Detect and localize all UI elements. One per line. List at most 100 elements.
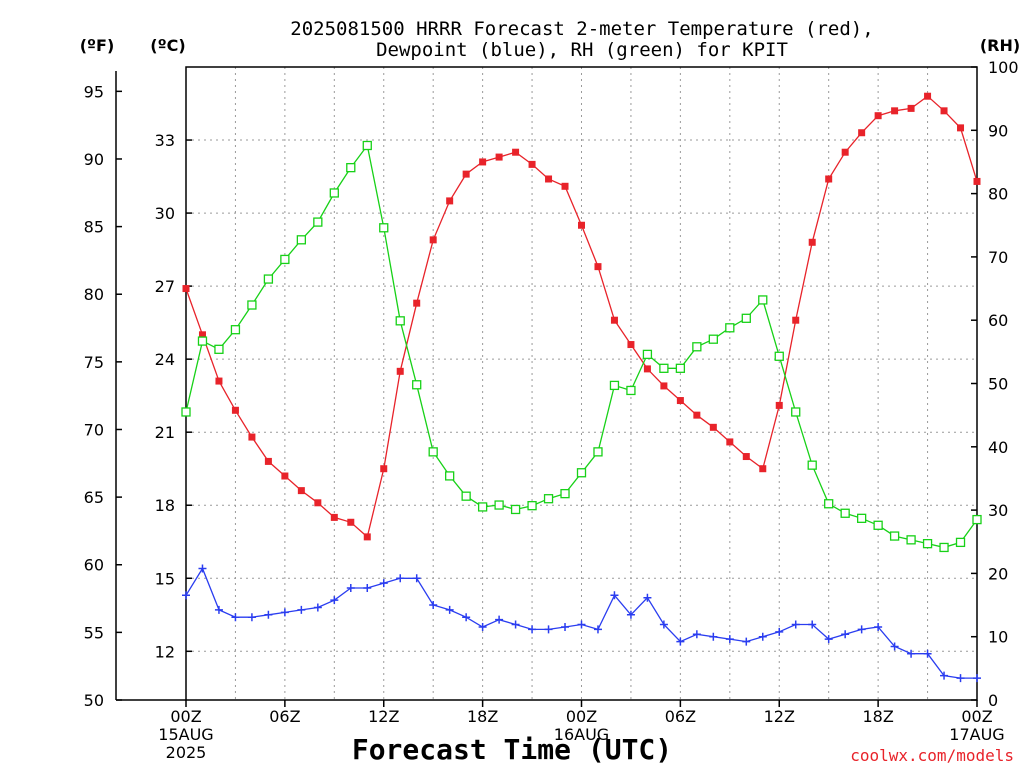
dewpoint-point xyxy=(528,625,537,634)
rh-point xyxy=(527,501,537,511)
temperature-point xyxy=(198,331,206,339)
dewpoint-point xyxy=(346,584,355,593)
rh-point xyxy=(197,336,208,346)
temperature-point xyxy=(858,129,866,137)
celsius-tick-label: 24 xyxy=(155,350,175,369)
dewpoint-point xyxy=(231,613,240,622)
chart-title-line-2: Dewpoint (blue), RH (green) for KPIT xyxy=(376,39,788,61)
celsius-axis: 12 15 18 21 24 27 30 33 xyxy=(155,131,192,661)
rh-tick-label: 100 xyxy=(988,58,1019,77)
fahrenheit-tick-label: 55 xyxy=(84,623,104,642)
temperature-point xyxy=(759,465,767,473)
fahrenheit-tick-label: 75 xyxy=(84,353,104,372)
dewpoint-point xyxy=(841,630,850,639)
temperature-point xyxy=(578,221,585,229)
rh-point xyxy=(412,380,422,390)
rh-point xyxy=(576,468,587,478)
rh-point xyxy=(445,471,455,481)
fahrenheit-tick-label: 70 xyxy=(84,420,104,439)
dewpoint-point xyxy=(214,605,223,614)
temperature-point xyxy=(380,465,388,473)
rh-point xyxy=(675,363,686,373)
rh-tick-label: 90 xyxy=(988,121,1008,140)
dewpoint-point xyxy=(973,674,981,683)
dewpoint-point xyxy=(379,579,388,588)
time-tick-label: 18Z xyxy=(862,707,893,726)
x-axis-title: Forecast Time (UTC) xyxy=(352,733,672,766)
dewpoint-point xyxy=(511,620,520,629)
celsius-tick-label: 15 xyxy=(155,569,175,588)
temperature-point xyxy=(660,382,668,390)
rh-point xyxy=(708,334,718,344)
temperature-point xyxy=(314,499,322,507)
temperature-point xyxy=(940,107,948,115)
dewpoint-point xyxy=(758,632,767,641)
plot-frame xyxy=(185,66,978,701)
rh-point xyxy=(329,188,339,198)
dewpoint-point xyxy=(264,610,273,619)
rh-point xyxy=(510,504,521,515)
temperature-point xyxy=(726,438,734,446)
dewpoint-point xyxy=(396,574,405,583)
dewpoint-point xyxy=(940,671,949,680)
temperature-point xyxy=(693,411,701,419)
rh-point xyxy=(939,542,949,553)
rh-point xyxy=(889,531,900,541)
rh-point xyxy=(692,342,702,352)
temperature-point xyxy=(874,112,882,120)
fahrenheit-tick-label: 95 xyxy=(84,82,104,101)
date-tick-label: 17AUG xyxy=(949,725,1004,744)
rh-tick-label: 0 xyxy=(988,691,998,710)
rh-point xyxy=(543,494,554,504)
temperature-point xyxy=(610,316,618,324)
time-tick-label: 18Z xyxy=(467,707,498,726)
rh-point xyxy=(725,323,735,333)
date-tick-label: 15AUG xyxy=(158,725,213,744)
rh-tick-label: 50 xyxy=(988,375,1008,394)
temperature-point xyxy=(808,238,816,246)
temperature-point xyxy=(775,401,783,409)
series-layer xyxy=(181,92,982,683)
dewpoint-point xyxy=(280,608,289,617)
temperature-point xyxy=(413,299,421,307)
dewpoint-point xyxy=(577,620,586,629)
rh-point xyxy=(609,380,620,391)
dewpoint-point xyxy=(182,591,190,600)
dewpoint-point xyxy=(313,603,322,612)
rh-axis-unit: (RH) xyxy=(980,36,1020,55)
rh-point xyxy=(395,316,405,326)
rh-point xyxy=(972,514,982,525)
dewpoint-point xyxy=(626,610,635,619)
rh-point xyxy=(906,535,916,545)
date-tick-label: 00Z xyxy=(566,707,597,726)
date-tick-label: 00Z xyxy=(170,707,201,726)
rh-tick-label: 40 xyxy=(988,438,1008,457)
celsius-tick-label: 33 xyxy=(155,131,175,150)
dewpoint-point xyxy=(857,625,866,634)
date-tick-label: 16AUG xyxy=(554,725,609,744)
time-tick-label: 06Z xyxy=(665,707,696,726)
temperature-point xyxy=(446,197,454,205)
dewpoint-point xyxy=(363,584,372,593)
rh-point xyxy=(922,538,933,549)
temperature-point xyxy=(297,487,305,495)
temperature-point xyxy=(248,433,256,441)
rh-tick-label: 70 xyxy=(988,248,1008,267)
rh-point xyxy=(313,217,323,227)
dewpoint-point xyxy=(495,615,504,624)
celsius-axis-unit: (ºC) xyxy=(150,36,185,55)
chart-title-line-1: 2025081500 HRRR Forecast 2-meter Tempera… xyxy=(290,18,873,40)
fahrenheit-tick-label: 80 xyxy=(84,285,104,304)
temperature-point xyxy=(627,341,635,349)
temperature-point xyxy=(512,148,520,156)
rh-tick-label: 30 xyxy=(988,501,1008,520)
rh-point xyxy=(791,407,801,417)
temperature-point xyxy=(347,518,355,526)
dewpoint-point xyxy=(808,620,817,629)
temperature-point xyxy=(264,457,272,465)
temperature-point xyxy=(676,397,684,405)
credit-text: coolwx.com/models xyxy=(850,746,1014,765)
rh-point xyxy=(774,351,784,361)
rh-point xyxy=(214,344,224,354)
